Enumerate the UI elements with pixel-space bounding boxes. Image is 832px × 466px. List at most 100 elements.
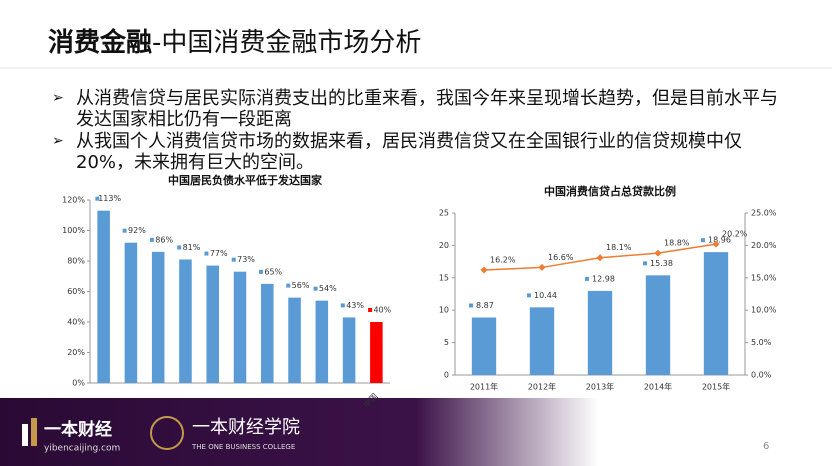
x-tick-label: 2011年 bbox=[470, 382, 498, 392]
bullet-text: 从消费信贷与居民实际消费支出的比重来看，我国今年来呈现增长趋势，但是目前水平与发… bbox=[76, 88, 778, 130]
y-tick-label: 40% bbox=[67, 318, 85, 327]
y2-tick-label: 20.0% bbox=[751, 241, 777, 250]
value-label: 16.6% bbox=[548, 253, 574, 262]
bar bbox=[261, 283, 274, 383]
line-marker bbox=[712, 240, 720, 248]
bar bbox=[179, 259, 192, 383]
y2-tick-label: 0.0% bbox=[751, 371, 772, 380]
label-key bbox=[469, 303, 473, 308]
y-tick-label: 20 bbox=[439, 241, 449, 250]
y-tick-label: 80% bbox=[67, 257, 85, 266]
bar bbox=[124, 242, 138, 383]
bar bbox=[206, 265, 219, 383]
value-label: 15.38 bbox=[650, 259, 673, 268]
value-label: 16.2% bbox=[490, 256, 516, 265]
bar bbox=[587, 290, 613, 375]
y-tick-label: 120% bbox=[62, 196, 85, 205]
value-label: 12.98 bbox=[592, 274, 615, 283]
label-key bbox=[95, 196, 100, 201]
bar bbox=[342, 317, 356, 383]
bullet: ➢ 从我国个人消费信贷市场的数据来看，居民消费信贷又在全国银行业的信贷规模中仅20… bbox=[52, 131, 782, 173]
chart-title: 中国消费信贷占总贷款比例 bbox=[544, 184, 676, 198]
value-label: 65% bbox=[264, 267, 282, 276]
bar bbox=[288, 297, 301, 383]
value-label: 18.96 bbox=[708, 236, 731, 245]
footer-logo: 一本财经 bbox=[44, 419, 112, 440]
college-seal bbox=[150, 416, 184, 450]
value-label: 73% bbox=[237, 255, 255, 264]
value-label: 77% bbox=[210, 249, 228, 258]
bar bbox=[370, 322, 383, 383]
y-tick-label: 20% bbox=[67, 348, 85, 357]
title-bold: 消费金融 bbox=[48, 27, 152, 58]
label-key bbox=[527, 293, 531, 298]
line-marker bbox=[538, 263, 546, 271]
value-label: 10.44 bbox=[534, 291, 557, 300]
label-key bbox=[585, 276, 589, 281]
label-key bbox=[643, 261, 647, 266]
footer-site: yibencaijing.com bbox=[44, 444, 120, 454]
line-marker bbox=[654, 249, 662, 257]
label-key bbox=[340, 303, 345, 308]
logo-icon bbox=[22, 424, 28, 446]
footer-college-en: THE ONE BUSINESS COLLEGE bbox=[191, 443, 295, 451]
bar bbox=[529, 307, 555, 375]
bullet: ➢ 从消费信贷与居民实际消费支出的比重来看，我国今年来呈现增长趋势，但是目前水平与… bbox=[52, 88, 782, 130]
label-key bbox=[122, 228, 127, 233]
bar bbox=[315, 300, 329, 383]
slide-title: 消费金融-中国消费金融市场分析 bbox=[48, 27, 421, 58]
y-tick-label: 15 bbox=[439, 273, 449, 282]
bar bbox=[97, 210, 110, 383]
y-tick-label: 100% bbox=[62, 226, 85, 235]
footer-college: 一本财经学院 bbox=[192, 417, 300, 438]
line-marker bbox=[480, 266, 488, 274]
label-key bbox=[204, 251, 209, 256]
value-label: 56% bbox=[292, 281, 310, 290]
y-tick-label: 0 bbox=[444, 371, 449, 380]
x-tick-label: 2012年 bbox=[528, 382, 556, 392]
chart-title: 中国居民负债水平低于发达国家 bbox=[168, 173, 323, 187]
value-label: 54% bbox=[319, 284, 337, 293]
title-rest: -中国消费金融市场分析 bbox=[152, 28, 421, 58]
bullet-text: 从我国个人消费信贷市场的数据来看，居民消费信贷又在全国银行业的信贷规模中仅20%… bbox=[76, 131, 742, 173]
bar bbox=[151, 251, 165, 383]
label-key bbox=[701, 238, 705, 243]
value-label: 92% bbox=[128, 226, 146, 235]
label-key bbox=[231, 257, 236, 262]
y-tick-label: 25 bbox=[439, 209, 449, 218]
y2-tick-label: 15.0% bbox=[751, 273, 777, 282]
value-label: 113% bbox=[98, 194, 121, 203]
value-label: 18.8% bbox=[664, 239, 690, 248]
x-tick-label: 2015年 bbox=[702, 382, 730, 392]
y2-tick-label: 5.0% bbox=[751, 338, 772, 347]
x-tick-label: 2014年 bbox=[644, 382, 672, 392]
footer-band bbox=[0, 398, 832, 466]
value-label: 43% bbox=[346, 301, 364, 310]
y2-tick-label: 25.0% bbox=[751, 209, 777, 218]
y2-tick-label: 10.0% bbox=[751, 306, 777, 315]
bar bbox=[233, 271, 247, 383]
logo-icon bbox=[31, 418, 37, 446]
value-label: 20.2% bbox=[722, 230, 748, 239]
value-label: 8.87 bbox=[476, 301, 494, 310]
label-key bbox=[313, 286, 318, 291]
bar bbox=[703, 252, 729, 375]
label-key bbox=[177, 245, 182, 250]
value-label: 40% bbox=[373, 306, 391, 315]
y-tick-label: 10 bbox=[439, 306, 449, 315]
label-key bbox=[259, 269, 263, 274]
label-key bbox=[368, 308, 373, 312]
value-label: 86% bbox=[155, 235, 173, 244]
x-tick-label: 2013年 bbox=[586, 382, 614, 392]
value-label: 18.1% bbox=[606, 243, 632, 252]
bar bbox=[471, 317, 497, 375]
bar bbox=[645, 275, 671, 375]
page-number: 6 bbox=[763, 441, 769, 452]
y-tick-label: 5 bbox=[444, 338, 449, 347]
line-marker bbox=[596, 254, 604, 262]
value-label: 81% bbox=[183, 243, 201, 252]
y-tick-label: 0% bbox=[72, 379, 85, 388]
